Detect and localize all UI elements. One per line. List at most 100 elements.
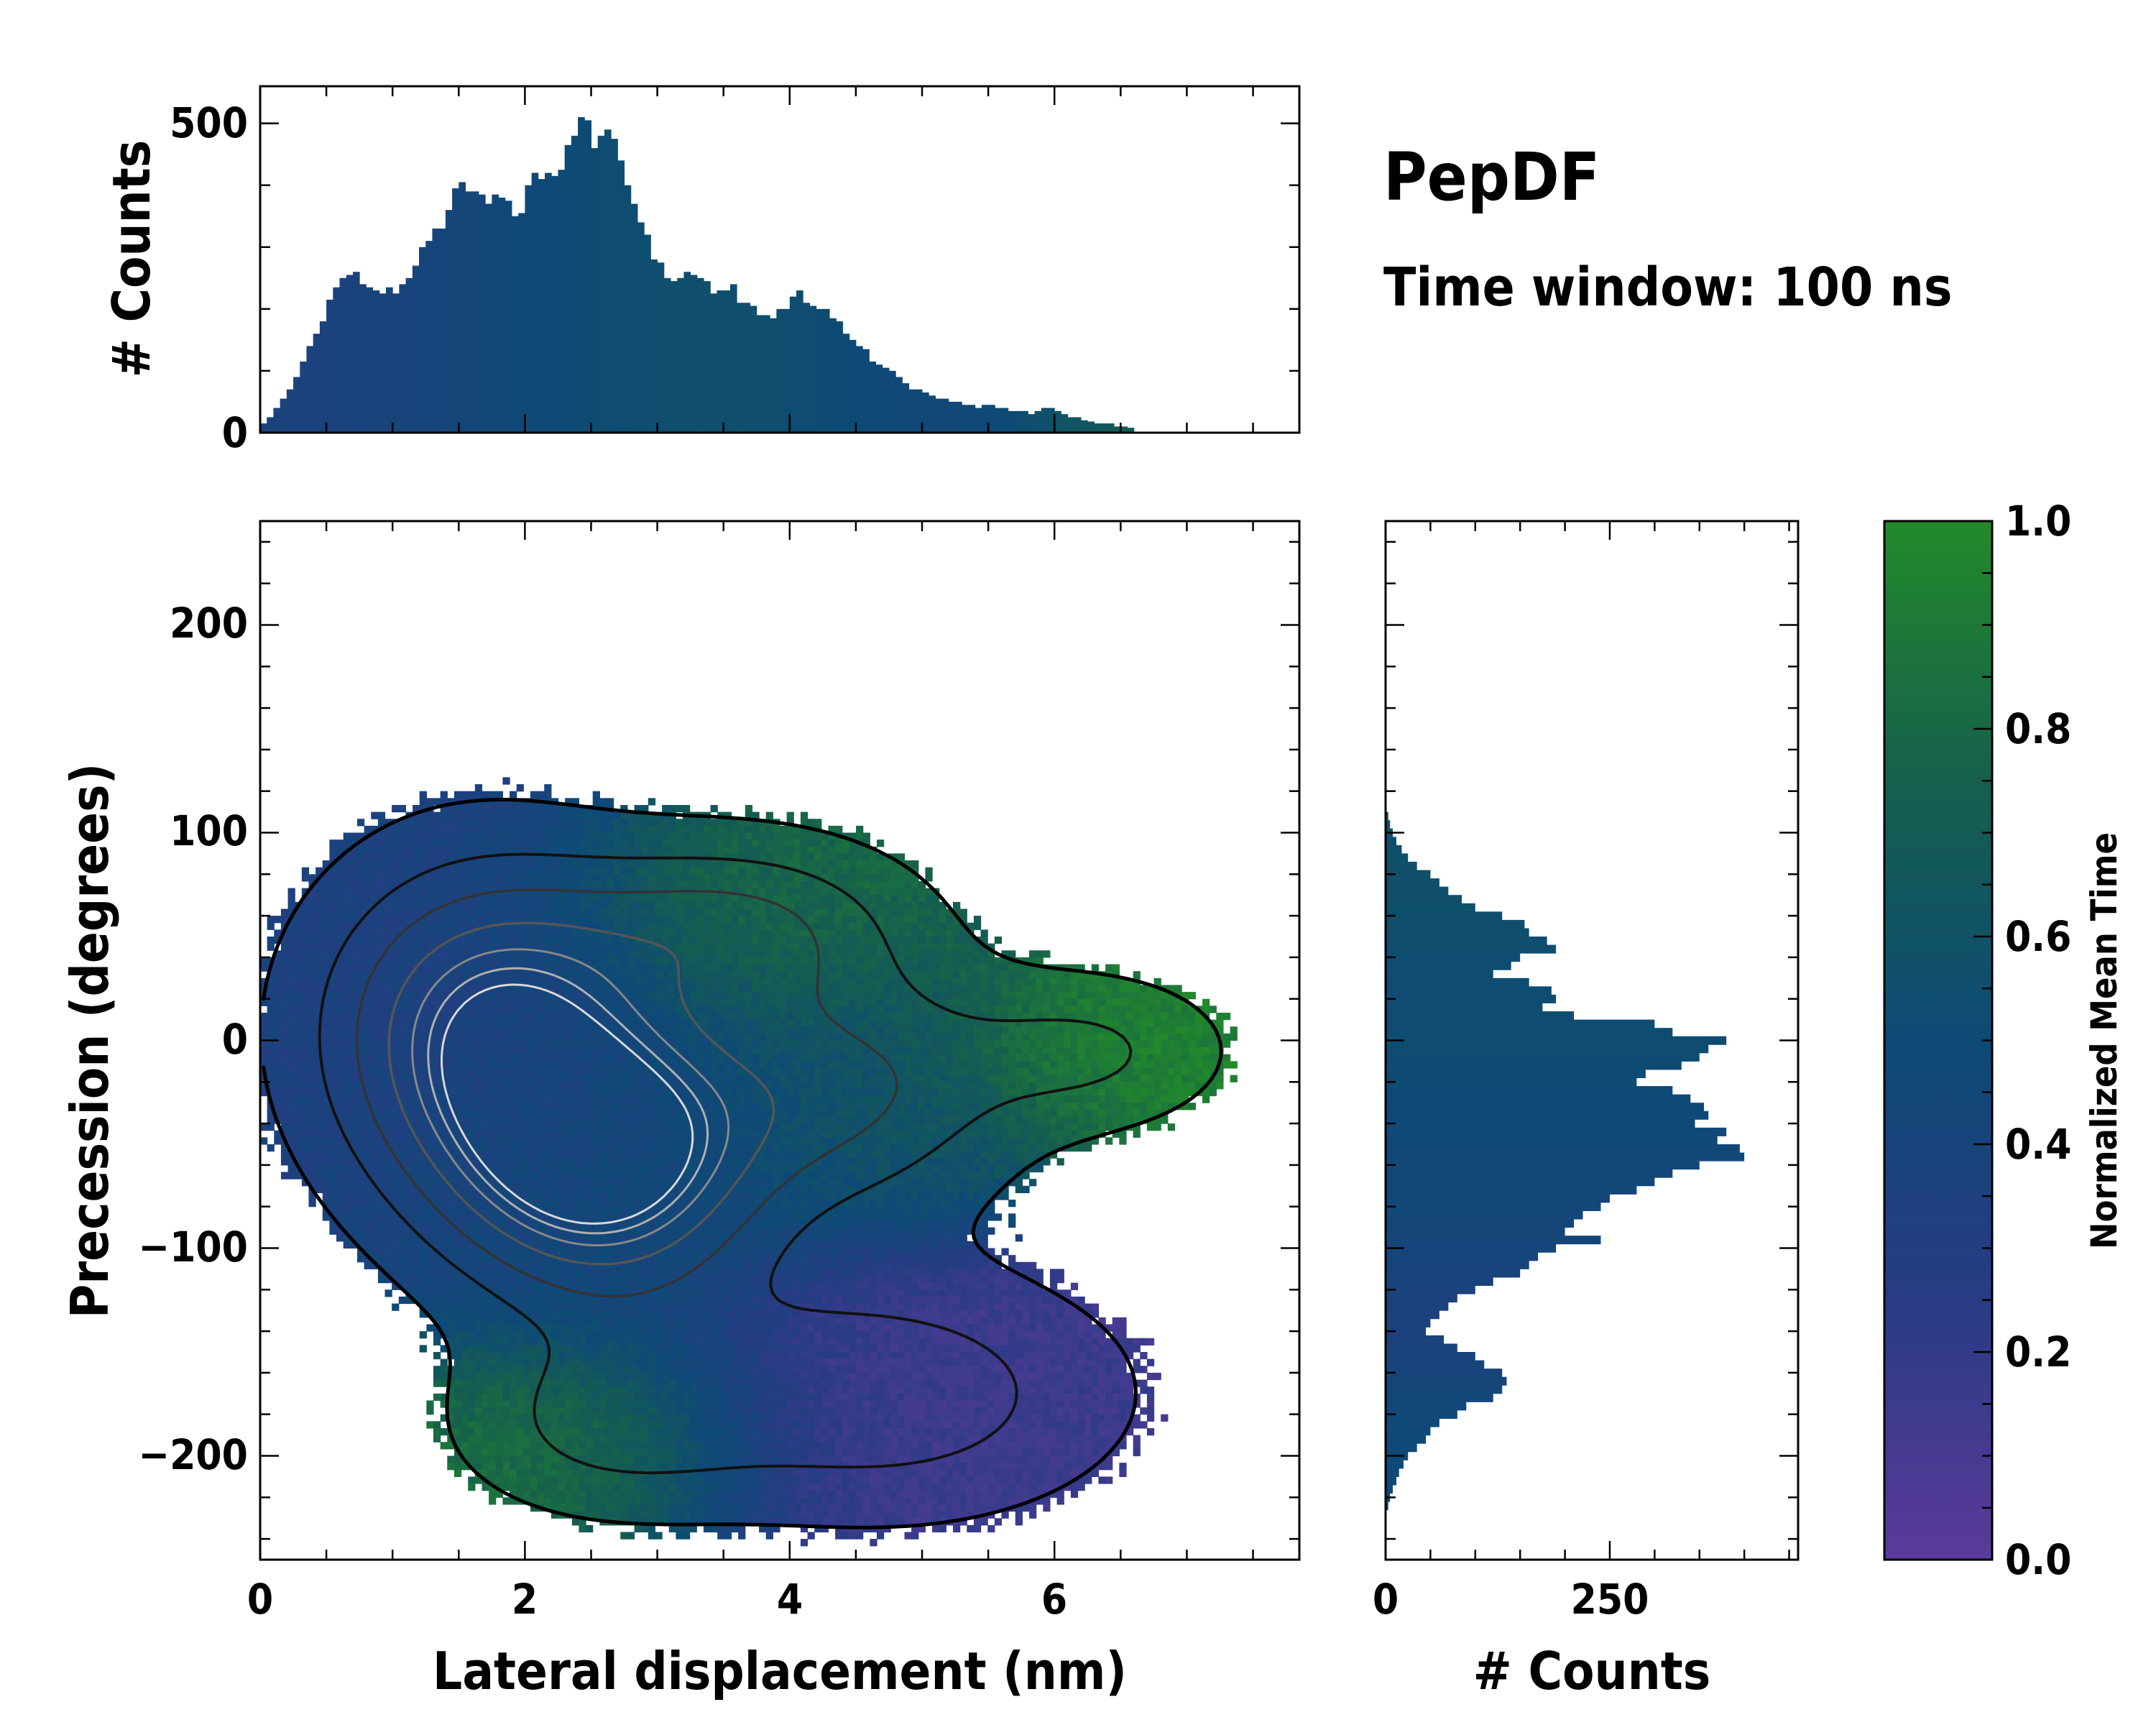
heatmap-cell xyxy=(904,1033,912,1041)
heatmap-cell xyxy=(433,1026,441,1034)
heatmap-cell xyxy=(260,998,268,1006)
heatmap-cell xyxy=(468,880,476,889)
heatmap-cell xyxy=(1112,1006,1120,1013)
heatmap-cell xyxy=(1015,964,1023,972)
heatmap-cell xyxy=(683,860,691,868)
heatmap-cell xyxy=(502,804,510,813)
heatmap-cell xyxy=(426,1040,434,1048)
heatmap-cell xyxy=(759,1026,767,1034)
heatmap-cell xyxy=(295,1019,303,1027)
heatmap-cell xyxy=(599,943,607,951)
heatmap-cell xyxy=(579,874,586,882)
heatmap-cell xyxy=(607,880,614,889)
heatmap-cell xyxy=(592,916,600,924)
heatmap-cell xyxy=(918,922,926,930)
heatmap-cell xyxy=(1029,1068,1037,1076)
heatmap-cell xyxy=(384,998,392,1006)
heatmap-cell xyxy=(1126,1095,1134,1103)
heatmap-cell xyxy=(668,1095,676,1103)
heatmap-cell xyxy=(765,908,773,916)
heatmap-cell xyxy=(613,964,621,972)
heatmap-cell xyxy=(870,1075,877,1082)
heatmap-cell xyxy=(918,916,926,924)
heatmap-cell xyxy=(433,901,441,910)
heatmap-cell xyxy=(447,888,455,896)
heatmap-cell xyxy=(1133,985,1141,993)
heatmap-cell xyxy=(676,908,683,916)
heatmap-cell xyxy=(453,811,462,819)
heatmap-cell xyxy=(897,895,906,903)
heatmap-cell xyxy=(550,929,559,937)
heatmap-cell xyxy=(911,998,919,1006)
heatmap-cell xyxy=(1146,985,1155,993)
heatmap-cell xyxy=(468,867,476,875)
heatmap-cell xyxy=(655,1095,663,1103)
heatmap-cell xyxy=(267,943,275,951)
heatmap-cell xyxy=(807,1082,815,1090)
heatmap-cell xyxy=(620,819,628,827)
heatmap-cell xyxy=(786,888,794,896)
heatmap-cell xyxy=(876,874,885,882)
heatmap-cell xyxy=(419,1088,427,1097)
heatmap-cell xyxy=(786,922,794,930)
heatmap-cell xyxy=(648,916,656,924)
heatmap-cell xyxy=(800,832,808,840)
heatmap-cell xyxy=(260,1061,268,1069)
heatmap-cell xyxy=(676,1068,683,1076)
heatmap-cell xyxy=(586,1075,594,1082)
heatmap-cell xyxy=(356,978,365,986)
heatmap-cell xyxy=(579,1075,586,1082)
heatmap-cell xyxy=(350,1075,358,1082)
heatmap-cell xyxy=(350,929,358,937)
heatmap-cell xyxy=(800,1006,808,1013)
heatmap-cell xyxy=(336,880,344,889)
heatmap-cell xyxy=(1133,1040,1141,1048)
heatmap-cell xyxy=(550,1047,559,1055)
heatmap-cell xyxy=(703,937,711,944)
heatmap-cell xyxy=(1098,1061,1106,1069)
heatmap-cell xyxy=(897,1088,906,1097)
heatmap-cell xyxy=(336,867,344,875)
top-histogram-bar xyxy=(756,315,764,433)
heatmap-cell xyxy=(842,1006,849,1013)
heatmap-cell xyxy=(364,1033,372,1041)
heatmap-cell xyxy=(447,798,455,806)
heatmap-cell xyxy=(1049,1061,1058,1069)
heatmap-cell xyxy=(676,1040,683,1048)
heatmap-cell xyxy=(1216,1019,1224,1027)
heatmap-cell xyxy=(689,840,697,847)
heatmap-cell xyxy=(925,867,933,875)
heatmap-cell xyxy=(495,1095,503,1103)
heatmap-cell xyxy=(377,950,386,958)
heatmap-cell xyxy=(745,804,753,813)
heatmap-cell xyxy=(468,978,476,986)
heatmap-cell xyxy=(468,943,476,951)
heatmap-cell xyxy=(800,971,808,979)
heatmap-cell xyxy=(987,1012,995,1021)
heatmap-cell xyxy=(301,922,310,930)
top-histogram-bar xyxy=(471,191,479,433)
heatmap-cell xyxy=(579,1012,586,1021)
heatmap-cell xyxy=(627,1068,635,1076)
heatmap-cell xyxy=(329,943,337,951)
heatmap-cell xyxy=(662,860,670,868)
heatmap-cell xyxy=(1084,1006,1092,1013)
heatmap-cell xyxy=(336,916,344,924)
heatmap-cell xyxy=(356,1026,365,1034)
heatmap-cell xyxy=(599,1033,607,1041)
heatmap-cell xyxy=(592,1068,600,1076)
heatmap-cell xyxy=(1112,1082,1120,1090)
heatmap-cell xyxy=(862,874,870,882)
heatmap-cell xyxy=(384,1095,392,1103)
heatmap-cell xyxy=(1043,1047,1051,1055)
heatmap-cell xyxy=(786,1033,794,1041)
heatmap-cell xyxy=(662,1012,670,1021)
heatmap-cell xyxy=(510,1082,517,1090)
heatmap-cell xyxy=(579,1088,586,1097)
heatmap-cell xyxy=(565,1088,573,1097)
heatmap-cell xyxy=(1167,1082,1176,1090)
top-histogram-bar xyxy=(260,423,267,433)
heatmap-cell xyxy=(322,998,330,1006)
heatmap-cell xyxy=(565,1026,573,1034)
heatmap-cell xyxy=(398,1006,407,1013)
